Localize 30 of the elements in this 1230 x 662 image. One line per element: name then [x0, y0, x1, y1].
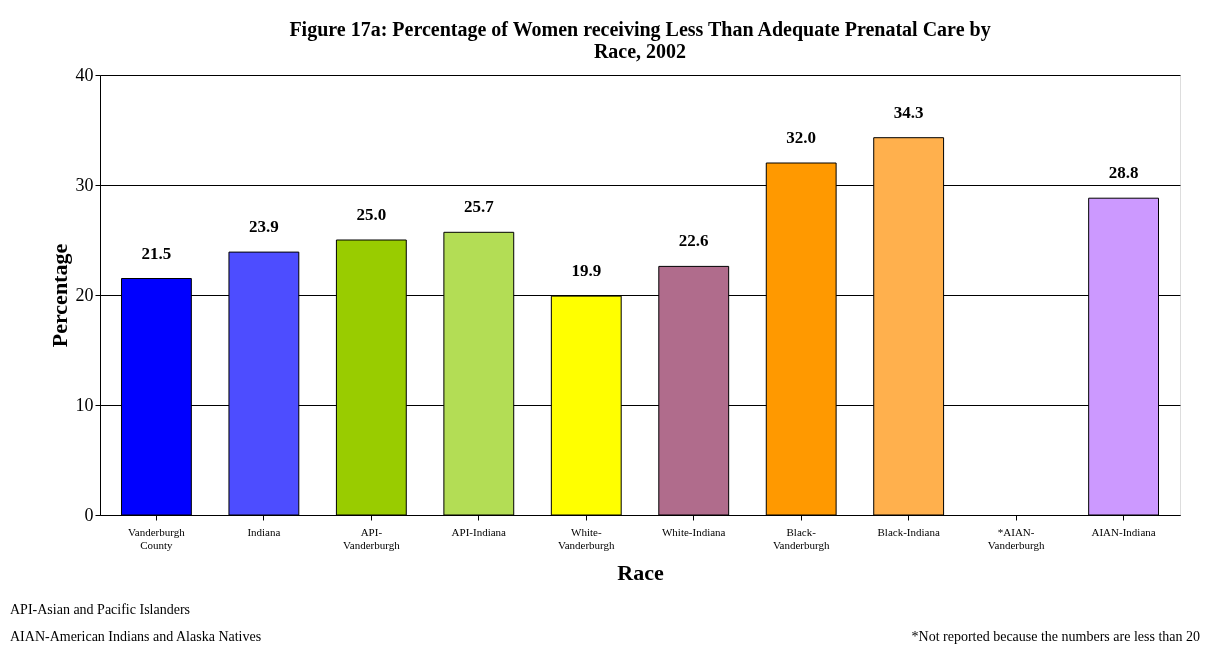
data-label: 25.0: [356, 205, 387, 224]
x-tick-label: Indiana: [247, 525, 281, 538]
data-label: 28.8: [1108, 163, 1139, 183]
data-label: 21.5: [141, 243, 172, 263]
data-label: 23.9: [249, 217, 279, 237]
y-axis-title: Percentage: [46, 243, 72, 348]
y-tick-label: 0: [84, 504, 94, 525]
x-tick-label: *AIAN-Vanderburgh: [987, 525, 1045, 551]
x-axis-title: Race: [617, 559, 664, 585]
x-tick-label: API-Indiana: [451, 525, 507, 538]
text: AIAN-American Indians and Alaska Natives: [10, 629, 262, 644]
data-label: 32.0: [786, 128, 817, 147]
text: API-Asian and Pacific Islanders: [10, 602, 191, 617]
x-tick-label: White-Indiana: [661, 525, 726, 538]
x-tick-label: White-Vanderburgh: [557, 525, 616, 551]
x-tick-label: AIAN-Indiana: [1091, 525, 1156, 538]
y-tick-label: 10: [75, 394, 94, 415]
text: *Not reported because the numbers are less than 20: [911, 629, 1200, 644]
data-label: 19.9: [571, 261, 602, 281]
data-label: 25.7: [463, 197, 495, 217]
y-tick-label: 20: [75, 284, 94, 305]
data-label: 34.3: [893, 102, 924, 122]
chart-title: Figure 17a: Percentage of Women receiving Less Than Adequate Prenatal Care by Race, 2002: [289, 18, 991, 62]
y-tick-label: 40: [75, 64, 94, 85]
y-tick-label: 30: [75, 174, 94, 195]
x-tick-label: Black-Indiana: [877, 525, 940, 538]
x-tick-label: API-Vanderburgh: [343, 525, 401, 551]
data-label: 22.6: [678, 231, 709, 251]
x-tick-label: Black-Vanderburgh: [772, 525, 830, 551]
x-tick-label: Vanderburgh County: [128, 525, 186, 551]
